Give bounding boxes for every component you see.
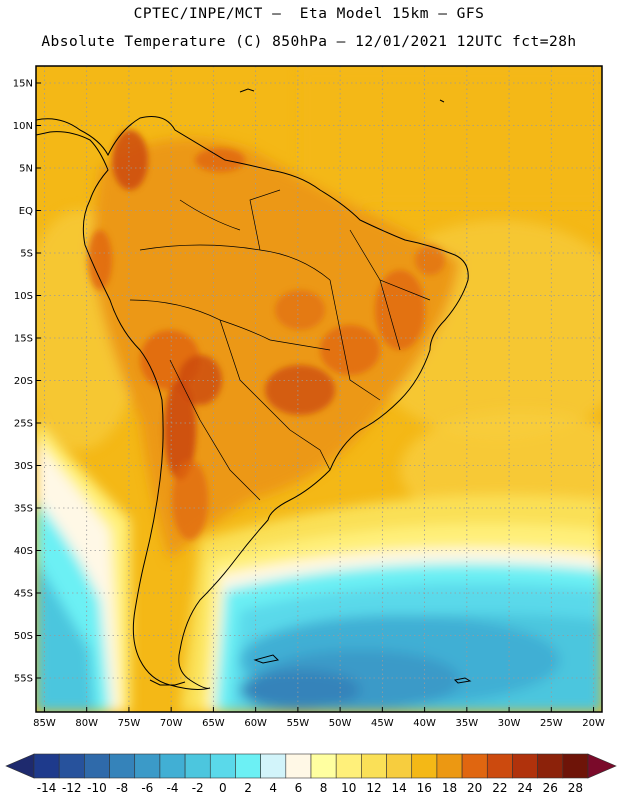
colorbar-tick-label: 18 — [442, 781, 457, 795]
lon-tick-label: 35W — [456, 718, 479, 729]
colorbar-tick-label: -14 — [37, 781, 57, 795]
colorbar-tick-label: -4 — [167, 781, 179, 795]
lon-tick-label: 50W — [329, 718, 352, 729]
country-borders — [129, 189, 431, 501]
colorbar-swatch — [537, 753, 564, 779]
colorbar-labels: -14 -12 -10 -8 -6 -4 -2 0 2 4 6 8 10 12 14 16 18 20 22 24 26… — [37, 781, 583, 795]
colorbar-tick-label: 14 — [391, 781, 406, 795]
colorbar-tick-label: 10 — [341, 781, 356, 795]
lon-tick-label: 85W — [33, 718, 56, 729]
lat-tick-label: EQ — [19, 206, 33, 217]
colorbar-swatch — [184, 753, 211, 779]
colorbar-swatch — [58, 753, 85, 779]
colorbar-swatch — [486, 753, 513, 779]
colorbar-swatch — [361, 753, 387, 779]
colorbar-swatch — [109, 753, 136, 779]
lon-tick-label: 30W — [498, 718, 521, 729]
colorbar-tick-label: 2 — [244, 781, 252, 795]
lat-tick-label: 20S — [14, 376, 33, 387]
colorbar-tick-label: 6 — [295, 781, 303, 795]
lat-tick-label: 40S — [14, 546, 33, 557]
lon-tick-label: 65W — [202, 718, 225, 729]
colorbar-swatch — [512, 753, 538, 779]
lat-tick-label: 15N — [13, 79, 33, 90]
lon-tick-label: 70W — [160, 718, 183, 729]
colorbar — [5, 753, 617, 779]
chart-title-line1: CPTEC/INPE/MCT – Eta Model 15km – GFS — [133, 6, 485, 22]
lat-tick-label: 50S — [14, 631, 33, 642]
longitude-labels: 85W 80W 75W 70W 65W 60W 55W 50W 45W 40W 35W 30W 25W 2… — [33, 707, 605, 729]
colorbar-swatch — [33, 753, 60, 779]
lat-tick-label: 5S — [20, 249, 33, 260]
lat-tick-label: 30S — [14, 461, 33, 472]
colorbar-tick-label: -2 — [192, 781, 204, 795]
lon-tick-label: 60W — [244, 718, 267, 729]
lat-tick-label: 35S — [14, 504, 33, 515]
lat-tick-label: 45S — [14, 589, 33, 600]
lon-tick-label: 25W — [540, 718, 563, 729]
lat-tick-label: 25S — [14, 419, 33, 430]
lon-tick-label: 40W — [413, 718, 436, 729]
colorbar-swatch — [285, 753, 312, 779]
colorbar-tick-label: 22 — [492, 781, 507, 795]
colorbar-tick-label: 0 — [219, 781, 227, 795]
latitude-labels: 15N 10N 5N EQ 5S 10S 15S 20S 25S 30S 35S 40S 45S 50S 5… — [13, 79, 41, 685]
colorbar-tick-label: -6 — [141, 781, 153, 795]
colorbar-swatch — [310, 753, 337, 779]
lon-tick-label: 20W — [582, 718, 605, 729]
map-frame — [35, 65, 603, 713]
colorbar-swatch — [84, 753, 110, 779]
lon-tick-label: 55W — [287, 718, 310, 729]
colorbar-swatch — [235, 753, 261, 779]
colorbar-high-arrow — [587, 753, 617, 779]
colorbar-swatch — [134, 753, 161, 779]
colorbar-swatch — [159, 753, 186, 779]
colorbar-low-arrow — [5, 753, 35, 779]
lat-tick-label: 15S — [14, 334, 33, 345]
colorbar-tick-label: 24 — [517, 781, 532, 795]
colorbar-tick-label: 26 — [543, 781, 558, 795]
colorbar-swatch — [411, 753, 438, 779]
colorbar-swatch — [436, 753, 463, 779]
lon-tick-label: 80W — [75, 718, 98, 729]
colorbar-swatch — [335, 753, 362, 779]
colorbar-swatch — [386, 753, 413, 779]
colorbar-tick-label: -10 — [87, 781, 107, 795]
colorbar-tick-label: 28 — [568, 781, 583, 795]
colorbar-swatch — [562, 753, 589, 779]
coastline — [36, 88, 472, 690]
lon-tick-label: 45W — [371, 718, 394, 729]
lat-tick-label: 10N — [13, 121, 33, 132]
colorbar-tick-label: 16 — [417, 781, 432, 795]
colorbar-tick-label: 12 — [366, 781, 381, 795]
colorbar-tick-label: 20 — [467, 781, 482, 795]
lat-tick-label: 55S — [14, 674, 33, 685]
colorbar-swatch — [209, 753, 236, 779]
colorbar-tick-label: 4 — [269, 781, 277, 795]
colorbar-tick-label: -12 — [62, 781, 82, 795]
colorbar-tick-label: -8 — [116, 781, 128, 795]
lat-tick-label: 10S — [14, 291, 33, 302]
colorbar-tick-label: 8 — [320, 781, 328, 795]
colorbar-swatch — [461, 753, 488, 779]
lon-tick-label: 75W — [118, 718, 141, 729]
colorbar-swatch — [260, 753, 287, 779]
temperature-field — [36, 66, 602, 712]
chart-title-line2: Absolute Temperature (C) 850hPa – 12/01/… — [41, 34, 577, 50]
lat-tick-label: 5N — [19, 164, 33, 175]
